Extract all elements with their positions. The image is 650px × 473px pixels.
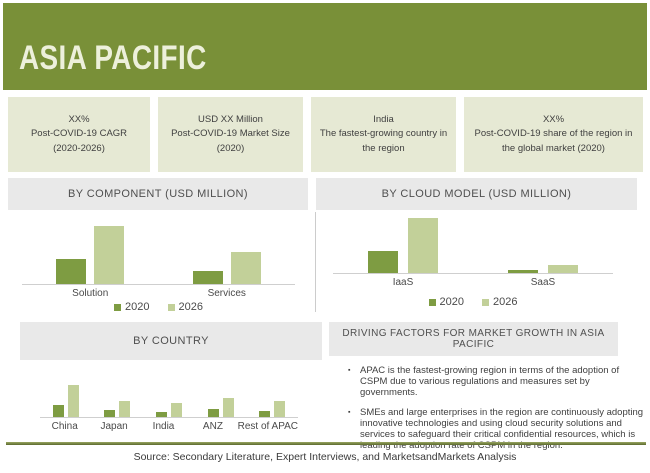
driving-factors-list: ▪ APAC is the fastest-growing region in … (348, 365, 646, 460)
bar-iaas-2026 (408, 218, 438, 273)
stat-box-market-size: USD XX Million Post-COVID-19 Market Size… (158, 97, 303, 172)
category-label-iaas: IaaS (392, 277, 414, 288)
by-component-chart (22, 215, 295, 285)
bar-services-2020 (192, 271, 223, 284)
category-label-rest-of-apac: Rest of APAC (237, 421, 299, 432)
bar-rest-of-apac-2020 (259, 411, 271, 417)
legend-label-2026: 2026 (178, 301, 203, 313)
panel-title-driving-factors: DRIVING FACTORS FOR MARKET GROWTH IN ASI… (329, 322, 618, 356)
bar-group-saas (508, 265, 578, 273)
by-component-legend: 2020 2026 (22, 301, 295, 313)
bar-japan-2020 (104, 410, 116, 417)
by-cloud-model-category-labels: IaaS SaaS (333, 277, 613, 288)
by-cloud-model-chart (333, 212, 613, 274)
stat-box-fastest-country: India The fastest-growing country in the… (311, 97, 456, 172)
bar-japan-2026 (119, 401, 131, 417)
bar-group-china (52, 385, 79, 417)
bar-anz-2026 (222, 398, 234, 417)
category-label-services: Services (207, 288, 246, 299)
by-cloud-model-legend: 2020 2026 (333, 296, 613, 308)
bar-china-2020 (52, 405, 64, 417)
driving-factor-text: SMEs and large enterprises in the region… (360, 407, 644, 451)
stat-value: India (373, 114, 394, 126)
bar-services-2026 (230, 252, 261, 284)
bar-saas-2020 (508, 270, 538, 273)
category-label-anz: ANZ (202, 421, 223, 432)
legend-label-2020: 2020 (125, 301, 150, 313)
bar-india-2026 (170, 403, 182, 417)
stat-box-global-share: XX% Post-COVID-19 share of the region in… (464, 97, 643, 172)
stat-label: Post-COVID-19 CAGR (2020-2026) (30, 128, 128, 154)
stat-label: Post-COVID-19 Market Size (2020) (171, 128, 290, 154)
stat-box-cagr: XX% Post-COVID-19 CAGR (2020-2026) (8, 97, 150, 172)
region-header-band: ASIA PACIFIC (3, 3, 647, 90)
stat-value: XX% (542, 114, 565, 126)
category-label-saas: SaaS (530, 277, 556, 288)
bar-group-rest-of-apac (259, 401, 286, 417)
page-title: ASIA PACIFIC (19, 39, 207, 77)
bar-saas-2026 (548, 265, 578, 273)
bar-rest-of-apac-2026 (274, 401, 286, 417)
bar-anz-2020 (207, 409, 219, 417)
by-country-category-labels: China Japan India ANZ Rest of APAC (40, 421, 298, 432)
bar-group-iaas (368, 218, 438, 273)
bar-group-japan (104, 401, 131, 417)
legend-label-2020: 2020 (439, 296, 464, 308)
legend-swatch-2020 (114, 303, 122, 311)
bullet-square-icon: ▪ (348, 409, 351, 416)
stat-value: USD XX Million (198, 114, 263, 126)
by-country-chart (40, 384, 298, 418)
bar-india-2020 (155, 412, 167, 417)
category-label-japan: Japan (100, 421, 128, 432)
stat-label: Post-COVID-19 share of the region in the… (474, 128, 633, 154)
bar-group-solution (56, 226, 125, 284)
driving-factor-item: ▪ APAC is the fastest-growing region in … (348, 365, 646, 398)
stat-label: The fastest-growing country in the regio… (319, 128, 448, 154)
bar-iaas-2020 (368, 251, 398, 273)
legend-swatch-2026 (167, 303, 175, 311)
bar-china-2026 (67, 385, 79, 417)
category-label-india: India (152, 421, 175, 432)
legend-swatch-2020 (428, 298, 436, 306)
bar-group-services (192, 252, 261, 284)
category-label-solution: Solution (72, 288, 109, 299)
bar-group-anz (207, 398, 234, 417)
driving-factor-item: ▪ SMEs and large enterprises in the regi… (348, 407, 646, 451)
panel-title-by-component: BY COMPONENT (USD MILLION) (8, 178, 308, 210)
by-component-category-labels: Solution Services (22, 288, 295, 299)
bar-solution-2026 (94, 226, 125, 284)
source-note: Source: Secondary Literature, Expert Int… (133, 451, 517, 463)
vertical-divider (315, 212, 316, 312)
category-label-china: China (51, 421, 78, 432)
panel-title-by-country: BY COUNTRY (20, 322, 322, 360)
bar-solution-2020 (56, 259, 87, 284)
legend-swatch-2026 (482, 298, 489, 306)
driving-factor-text: APAC is the fastest-growing region in te… (360, 365, 620, 398)
footer-separator (6, 442, 646, 445)
panel-title-by-cloud-model: BY CLOUD MODEL (USD MILLION) (316, 178, 637, 210)
legend-label-2026: 2026 (493, 296, 518, 308)
bullet-square-icon: ▪ (348, 367, 351, 374)
stat-value: XX% (68, 114, 90, 126)
bar-group-india (155, 403, 182, 417)
